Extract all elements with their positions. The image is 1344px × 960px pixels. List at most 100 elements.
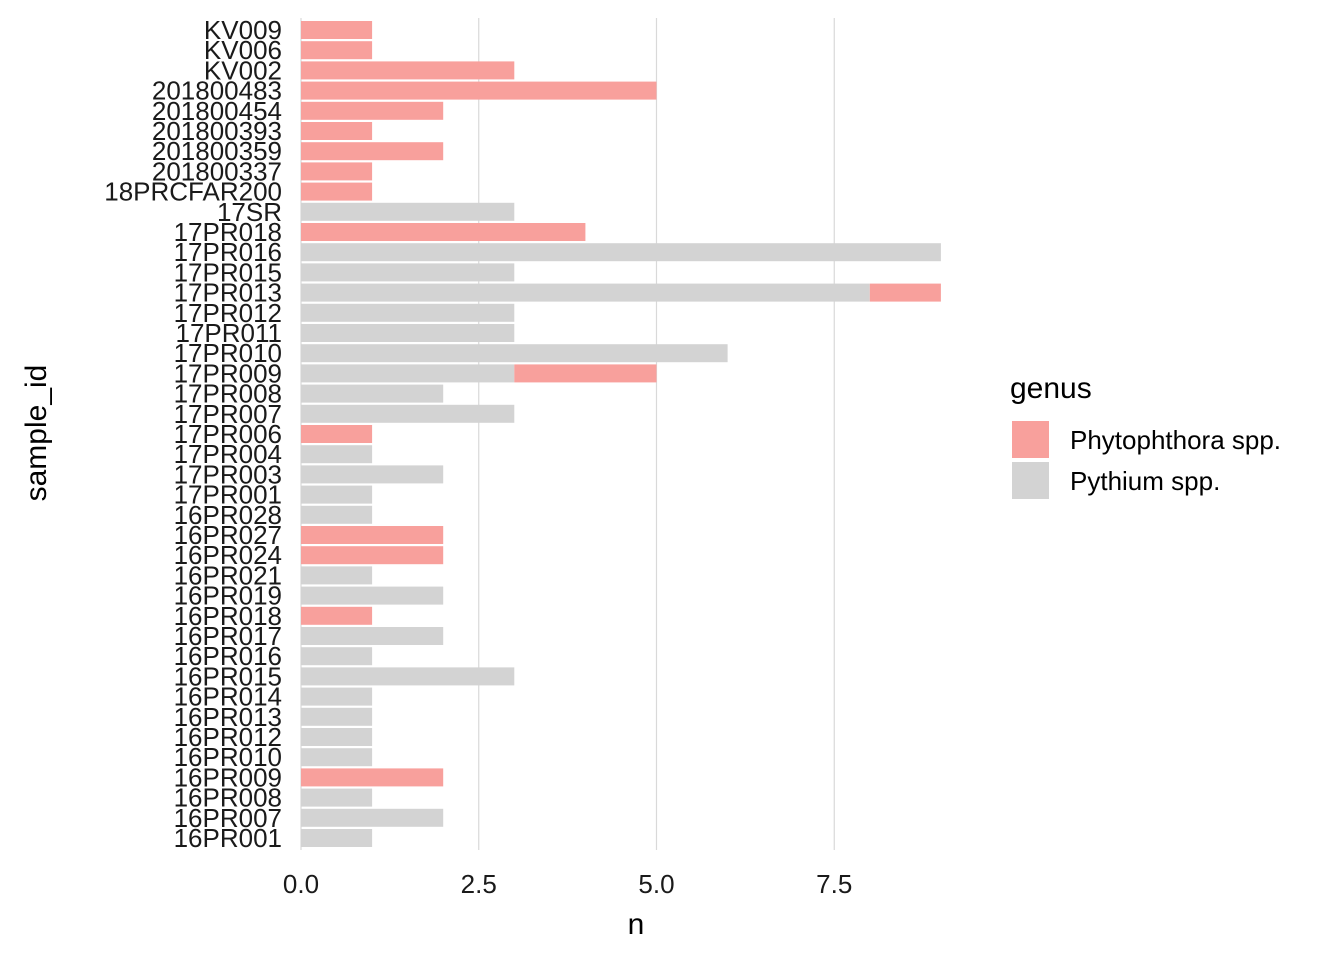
y-tick-label: 16PR028 [174,500,282,530]
y-tick-label: 16PR027 [174,520,282,550]
legend-swatch [1012,421,1049,458]
y-tick-label: 17PR006 [174,419,282,449]
y-tick-label: 16PR008 [174,783,282,813]
y-tick-label: 17PR004 [174,439,282,469]
y-tick-label: 16PR016 [174,641,282,671]
bar-pythium [301,728,373,746]
bar-phytophthora [869,283,941,302]
y-axis-title: sample_id [20,365,53,502]
bars [301,21,941,847]
legend-label: Phytophthora spp. [1070,425,1281,455]
y-tick-label: 16PR012 [174,722,282,752]
bar-pythium [301,808,444,827]
y-tick-label: 17PR008 [174,379,282,409]
y-tick-label: 17PR007 [174,399,282,429]
y-tick-label: 17PR009 [174,358,282,388]
x-tick-label: 5.0 [638,869,674,899]
bar-pythium [301,505,373,524]
bar-phytophthora [301,81,657,100]
bar-pythium [301,324,515,342]
bar-phytophthora [301,21,373,39]
y-tick-label: 17SR [217,197,282,227]
y-tick-label: 201800393 [152,116,282,146]
bar-pythium [301,829,373,847]
y-tick-label: 16PR009 [174,762,282,792]
y-tick-label: 17PR018 [174,217,282,247]
y-tick-label: 16PR010 [174,742,282,772]
bar-pythium [301,202,515,221]
bar-phytophthora [301,546,444,565]
legend-label: Pythium spp. [1070,466,1220,496]
bar-pythium [301,586,444,605]
y-tick-label: 16PR014 [174,682,282,712]
y-tick-label: KV002 [204,55,282,85]
bar-pythium [301,647,373,666]
x-tick-label: 2.5 [461,869,497,899]
y-tick-label: KV006 [204,35,282,65]
bar-pythium [301,243,941,262]
bar-pythium [301,465,444,484]
y-tick-label: 201800337 [152,156,282,186]
bar-phytophthora [301,41,373,60]
bar-phytophthora [301,768,444,787]
bar-phytophthora [301,526,444,544]
bar-pythium [301,283,870,302]
legend-title: genus [1010,372,1092,405]
bar-pythium [301,667,515,686]
y-tick-label: 16PR019 [174,581,282,611]
bar-phytophthora [301,61,515,80]
y-tick-label: 17PR012 [174,298,282,328]
y-tick-label: 16PR007 [174,803,282,833]
bar-pythium [301,303,515,322]
bar-phytophthora [514,364,657,383]
bar-phytophthora [301,223,586,241]
y-tick-label: 17PR003 [174,459,282,489]
y-tick-label: 201800454 [152,96,282,126]
legend-swatch [1012,462,1049,499]
bar-pythium [301,687,373,706]
y-tick-label: 17PR010 [174,338,282,368]
bar-pythium [301,344,728,363]
y-tick-labels: KV009KV006KV0022018004832018004542018003… [104,15,282,853]
bar-phytophthora [301,182,373,201]
bar-pythium [301,404,515,423]
bar-pythium [301,485,373,504]
y-tick-label: 16PR013 [174,702,282,732]
y-tick-label: 17PR016 [174,237,282,267]
x-tick-label: 7.5 [816,869,852,899]
y-tick-label: 201800483 [152,76,282,106]
y-tick-label: 16PR018 [174,601,282,631]
bar-pythium [301,364,515,383]
bar-phytophthora [301,425,373,443]
bar-phytophthora [301,162,373,181]
bar-pythium [301,263,515,282]
x-tick-label: 0.0 [283,869,319,899]
y-tick-label: 16PR021 [174,560,282,590]
bar-phytophthora [301,122,373,140]
y-tick-label: 18PRCFAR200 [104,177,282,207]
legend: genus Phytophthora spp. Pythium spp. [1010,372,1281,499]
bar-pythium [301,748,373,767]
y-tick-label: 17PR013 [174,278,282,308]
bar-pythium [301,627,444,645]
x-tick-labels: 0.0 2.5 5.0 7.5 [283,869,852,899]
y-tick-label: 17PR011 [176,318,283,348]
bar-phytophthora [301,606,373,625]
y-tick-label: 17PR001 [174,480,282,510]
y-tick-label: 16PR015 [174,661,282,691]
y-tick-label: 201800359 [152,136,282,166]
bar-phytophthora [301,101,444,120]
y-tick-label: 16PR001 [174,823,282,853]
y-tick-label: 16PR017 [174,621,282,651]
y-tick-label: 16PR024 [174,540,282,570]
y-tick-label: KV009 [204,15,282,45]
bar-phytophthora [301,142,444,161]
bar-pythium [301,445,373,464]
bar-pythium [301,788,373,807]
bar-pythium [301,707,373,726]
bar-pythium [301,384,444,403]
x-axis-title: n [628,908,645,941]
bar-pythium [301,566,373,585]
y-tick-label: 17PR015 [174,257,282,287]
